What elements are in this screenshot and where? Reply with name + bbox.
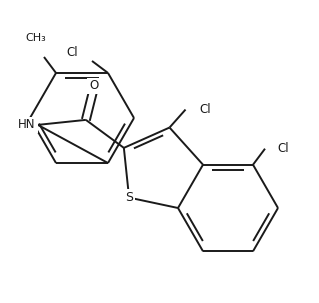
Text: HN: HN <box>19 118 36 132</box>
Text: Cl: Cl <box>277 142 289 155</box>
Text: Cl: Cl <box>200 103 211 116</box>
Text: CH₃: CH₃ <box>26 33 46 43</box>
Text: O: O <box>89 79 99 92</box>
Text: Cl: Cl <box>66 46 78 59</box>
Text: S: S <box>125 191 133 204</box>
